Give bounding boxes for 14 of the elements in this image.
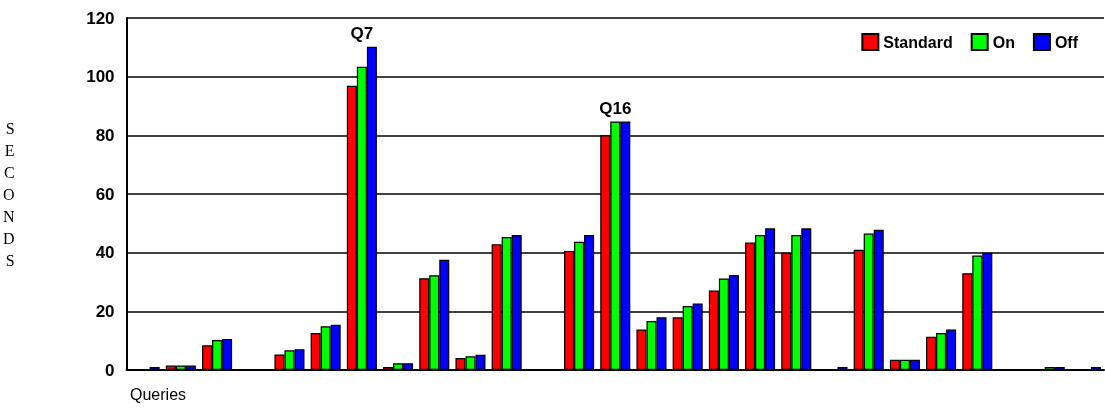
legend-label: Off <box>1054 33 1079 51</box>
x-axis-title: Queries <box>130 385 187 403</box>
y-tick-label: 20 <box>95 301 115 321</box>
y-tick-label: 100 <box>86 67 115 87</box>
y-tick-label: 60 <box>95 184 115 204</box>
legend-label: Standard <box>883 33 953 51</box>
y-axis-title: SECONDS <box>2 119 15 269</box>
legend-label: On <box>992 33 1015 51</box>
y-tick-label: 40 <box>95 243 115 263</box>
y-tick-label: 80 <box>95 125 115 145</box>
y-tick-label: 120 <box>86 8 115 28</box>
annotation: Q7 <box>350 23 374 43</box>
y-tick-label: 0 <box>105 360 115 380</box>
annotation: Q16 <box>599 98 632 118</box>
